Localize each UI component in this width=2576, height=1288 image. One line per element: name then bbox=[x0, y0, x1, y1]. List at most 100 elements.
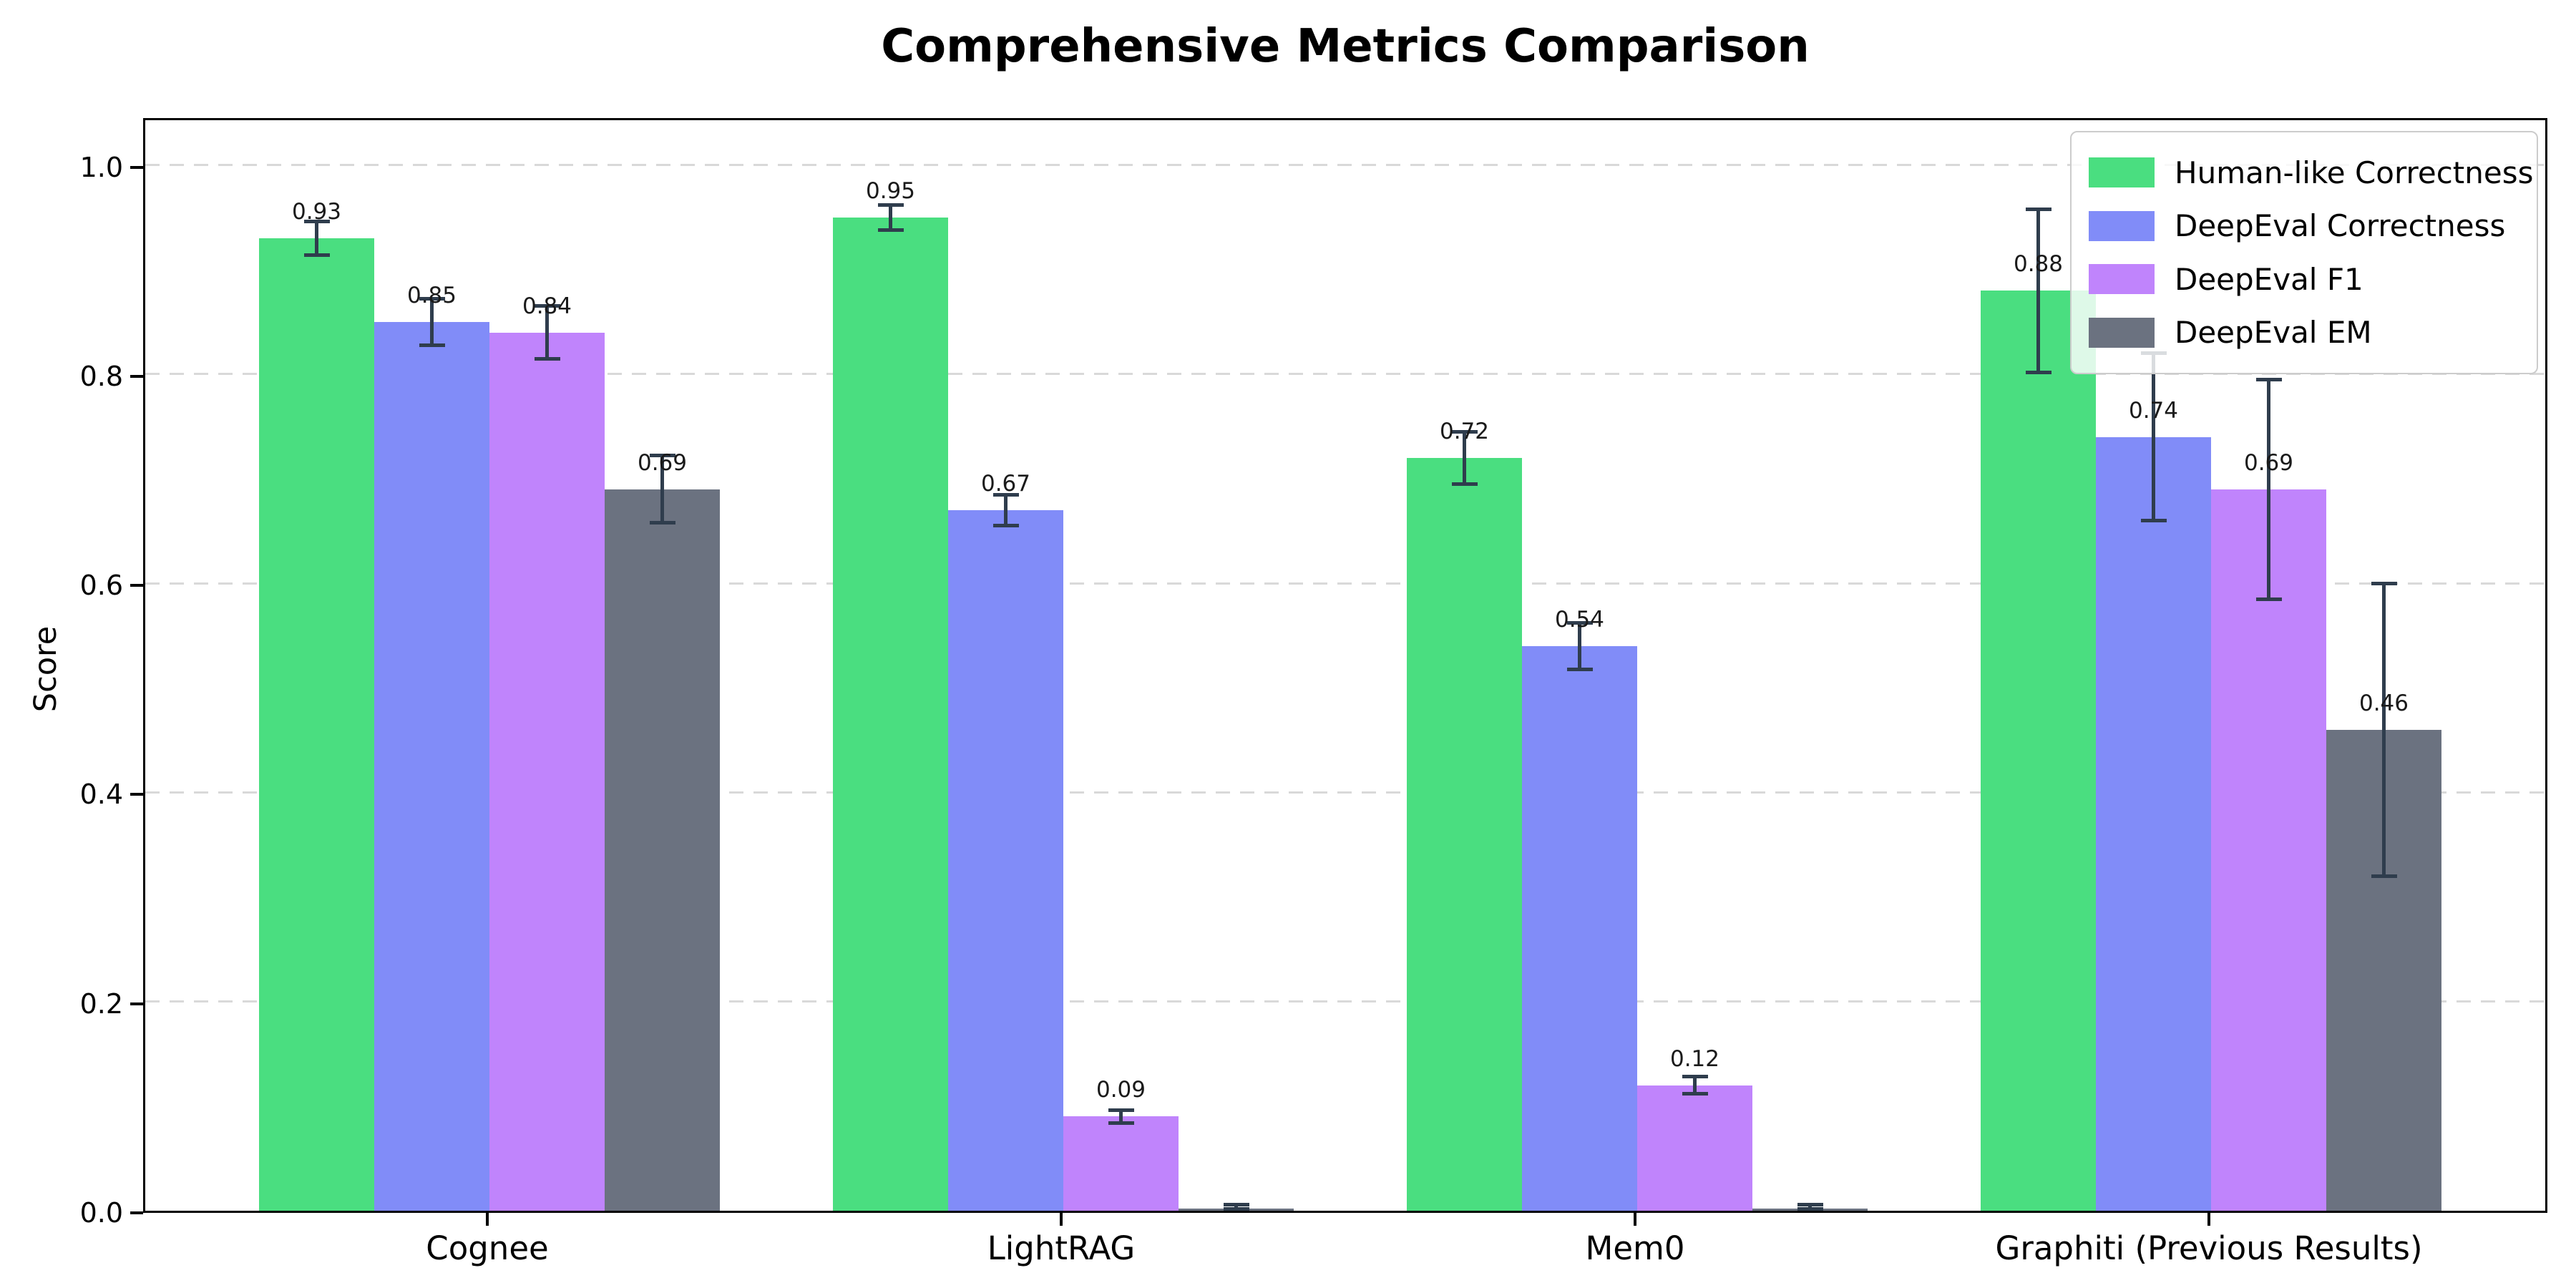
errorbar-captop-series0-cat1 bbox=[877, 203, 904, 207]
errorbar-capbottom-series0-cat0 bbox=[303, 253, 330, 257]
bar-value-label-series3-cat3: 0.46 bbox=[2358, 690, 2409, 716]
errorbar-captop-series1-cat1 bbox=[992, 492, 1019, 497]
errorbar-stem-series1-cat2 bbox=[1578, 623, 1581, 670]
y-axis-label: Score bbox=[28, 625, 64, 713]
errorbar-captop-series0-cat0 bbox=[303, 220, 330, 224]
errorbar-stem-series2-cat3 bbox=[2267, 379, 2270, 600]
bar-value-label-series1-cat2: 0.54 bbox=[1554, 606, 1605, 633]
bar-series2-cat3 bbox=[2211, 489, 2326, 1211]
bar-value-label-series1-cat0: 0.85 bbox=[406, 282, 457, 308]
bar-series2-cat2 bbox=[1637, 1085, 1752, 1211]
bar-series0-cat2 bbox=[1407, 457, 1522, 1211]
errorbar-captop-series2-cat2 bbox=[1682, 1075, 1708, 1079]
errorbar-capbottom-series1-cat3 bbox=[2140, 519, 2167, 523]
errorbar-stem-series3-cat3 bbox=[2382, 583, 2386, 877]
errorbar-captop-series3-cat2 bbox=[1797, 1202, 1823, 1206]
errorbar-captop-series0-cat3 bbox=[2025, 207, 2051, 211]
bar-series2-cat1 bbox=[1063, 1116, 1179, 1211]
legend-swatch-0 bbox=[2089, 157, 2155, 188]
gridline-0.2 bbox=[145, 1000, 2545, 1003]
errorbar-captop-series0-cat2 bbox=[1451, 429, 1478, 434]
y-tick-mark-1 bbox=[130, 165, 143, 169]
gridline-0.8 bbox=[145, 373, 2545, 376]
errorbar-stem-series3-cat0 bbox=[660, 455, 664, 523]
x-tick-mark-cat3 bbox=[2207, 1213, 2210, 1226]
errorbar-capbottom-series1-cat1 bbox=[992, 524, 1019, 528]
errorbar-captop-series1-cat0 bbox=[419, 297, 445, 301]
legend-row-0: Human-like Correctness bbox=[2072, 155, 2537, 190]
errorbar-captop-series3-cat0 bbox=[649, 454, 675, 458]
x-tick-mark-cat2 bbox=[1634, 1213, 1636, 1226]
chart-title: Comprehensive Metrics Comparison bbox=[881, 20, 1810, 73]
bar-series1-cat1 bbox=[948, 509, 1063, 1211]
y-tick-mark-0 bbox=[130, 1211, 143, 1214]
bar-value-label-series2-cat0: 0.84 bbox=[522, 293, 572, 319]
errorbar-stem-series0-cat0 bbox=[315, 221, 318, 255]
errorbar-capbottom-series3-cat0 bbox=[649, 520, 675, 525]
bar-series1-cat2 bbox=[1522, 645, 1637, 1211]
errorbar-stem-series0-cat1 bbox=[889, 205, 892, 230]
bar-value-label-series3-cat0: 0.69 bbox=[637, 449, 688, 476]
errorbar-stem-series0-cat3 bbox=[2036, 209, 2040, 373]
gridline-1 bbox=[145, 164, 2545, 167]
errorbar-capbottom-series0-cat2 bbox=[1451, 482, 1478, 486]
errorbar-captop-series2-cat1 bbox=[1108, 1108, 1134, 1113]
legend-label-1: DeepEval Correctness bbox=[2175, 208, 2506, 244]
x-tick-label-cat3: Graphiti (Previous Results) bbox=[1995, 1229, 2423, 1267]
errorbar-stem-series2-cat2 bbox=[1693, 1076, 1697, 1094]
errorbar-capbottom-series1-cat0 bbox=[419, 343, 445, 347]
bar-series0-cat3 bbox=[1981, 291, 2096, 1211]
legend-swatch-3 bbox=[2089, 317, 2155, 348]
bar-value-label-series2-cat1: 0.09 bbox=[1096, 1077, 1146, 1103]
errorbar-capbottom-series3-cat1 bbox=[1223, 1207, 1249, 1211]
legend-row-1: DeepEval Correctness bbox=[2072, 208, 2537, 243]
y-tick-label-0.6: 0.6 bbox=[79, 570, 123, 602]
bar-value-label-series1-cat3: 0.74 bbox=[2128, 397, 2179, 424]
errorbar-stem-series1-cat3 bbox=[2152, 353, 2155, 521]
errorbar-capbottom-series1-cat2 bbox=[1566, 667, 1593, 671]
bar-series3-cat0 bbox=[605, 489, 720, 1211]
y-tick-mark-0.6 bbox=[130, 584, 143, 587]
legend-row-2: DeepEval F1 bbox=[2072, 262, 2537, 297]
x-tick-mark-cat0 bbox=[486, 1213, 489, 1226]
y-tick-mark-0.8 bbox=[130, 374, 143, 378]
errorbar-capbottom-series3-cat3 bbox=[2371, 874, 2397, 878]
errorbar-capbottom-series0-cat1 bbox=[877, 228, 904, 232]
bar-series0-cat1 bbox=[833, 217, 948, 1211]
legend-label-2: DeepEval F1 bbox=[2175, 261, 2363, 297]
y-tick-mark-0.4 bbox=[130, 793, 143, 796]
bar-value-label-series2-cat2: 0.12 bbox=[1669, 1045, 1720, 1072]
bar-series1-cat3 bbox=[2096, 436, 2211, 1211]
bar-value-label-series0-cat0: 0.93 bbox=[291, 198, 342, 225]
errorbar-captop-series3-cat1 bbox=[1223, 1202, 1249, 1206]
y-tick-label-0.4: 0.4 bbox=[79, 779, 123, 811]
legend-label-3: DeepEval EM bbox=[2175, 315, 2372, 351]
errorbar-stem-series1-cat1 bbox=[1004, 494, 1008, 526]
errorbar-stem-series2-cat0 bbox=[545, 306, 549, 359]
errorbar-captop-series2-cat3 bbox=[2255, 377, 2282, 381]
legend-swatch-1 bbox=[2089, 210, 2155, 241]
bar-value-label-series0-cat3: 0.88 bbox=[2013, 251, 2064, 278]
errorbar-stem-series1-cat0 bbox=[430, 298, 434, 346]
y-tick-label-0.8: 0.8 bbox=[79, 360, 123, 392]
bar-series1-cat0 bbox=[374, 321, 489, 1211]
errorbar-capbottom-series0-cat3 bbox=[2025, 370, 2051, 374]
plot-inner: 0.93 0.95 0.72 0.88 0.85 0.67 0.54 0.74 0.84 0.09… bbox=[145, 120, 2545, 1211]
errorbar-capbottom-series2-cat2 bbox=[1682, 1091, 1708, 1096]
errorbar-captop-series1-cat2 bbox=[1566, 621, 1593, 625]
errorbar-stem-series2-cat1 bbox=[1119, 1110, 1123, 1123]
x-tick-label-cat2: Mem0 bbox=[1585, 1229, 1685, 1267]
legend-swatch-2 bbox=[2089, 264, 2155, 295]
bar-value-label-series0-cat1: 0.95 bbox=[865, 177, 916, 204]
y-tick-label-0: 0.0 bbox=[79, 1197, 123, 1229]
errorbar-stem-series0-cat2 bbox=[1463, 431, 1466, 484]
bar-value-label-series2-cat3: 0.69 bbox=[2243, 449, 2294, 476]
y-tick-label-0.2: 0.2 bbox=[79, 987, 123, 1020]
bar-value-label-series1-cat1: 0.67 bbox=[980, 470, 1031, 497]
errorbar-capbottom-series2-cat3 bbox=[2255, 597, 2282, 601]
x-tick-mark-cat1 bbox=[1060, 1213, 1063, 1226]
legend-row-3: DeepEval EM bbox=[2072, 315, 2537, 350]
errorbar-captop-series3-cat3 bbox=[2371, 581, 2397, 585]
errorbar-captop-series2-cat0 bbox=[534, 304, 560, 308]
errorbar-capbottom-series2-cat1 bbox=[1108, 1121, 1134, 1125]
